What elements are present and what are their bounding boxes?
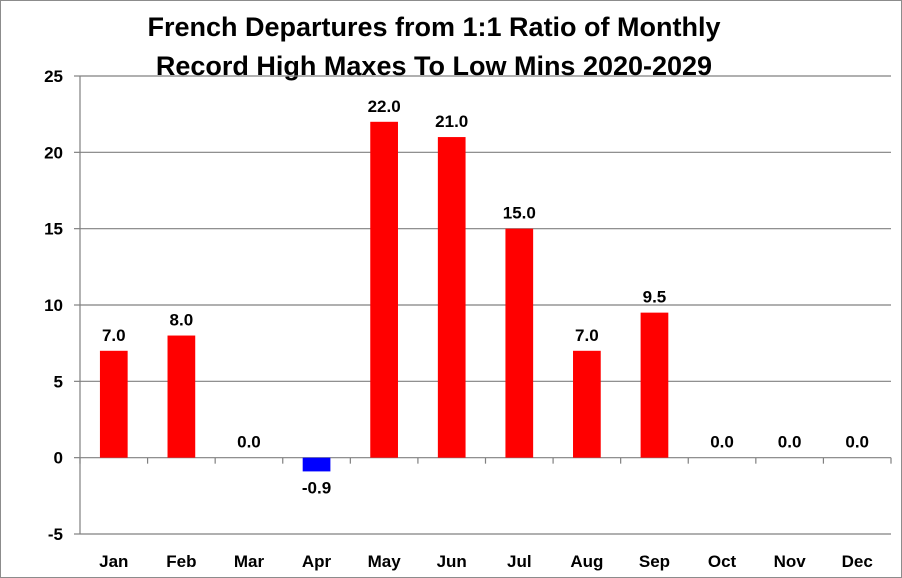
data-label-jan: 7.0 <box>102 326 126 345</box>
category-label-jan: Jan <box>99 552 128 571</box>
data-label-feb: 8.0 <box>170 311 194 330</box>
y-tick-label-3: 10 <box>44 296 63 315</box>
data-label-oct: 0.0 <box>710 433 734 452</box>
bar-apr <box>302 457 331 472</box>
category-label-sep: Sep <box>639 552 670 571</box>
labels: -5 0 5 10 15 20 25 7.0 Jan 8.0 Feb 0.0 Mar -0.9 Apr 22.… <box>44 67 873 571</box>
category-label-oct: Oct <box>708 552 737 571</box>
data-label-aug: 7.0 <box>575 326 599 345</box>
bars <box>99 121 669 472</box>
y-tick-label-6: 25 <box>44 67 63 86</box>
y-tick-label-0: -5 <box>48 525 63 544</box>
y-tick-label-1: 0 <box>54 449 63 468</box>
category-label-dec: Dec <box>842 552 873 571</box>
bar-may <box>370 121 398 458</box>
bar-jul <box>505 228 534 458</box>
category-label-jul: Jul <box>507 552 532 571</box>
y-tick-label-4: 15 <box>44 220 63 239</box>
y-tick-label-2: 5 <box>54 372 63 391</box>
chart-title-line-1: French Departures from 1:1 Ratio of Mont… <box>147 12 721 42</box>
bar-jun <box>437 137 466 458</box>
data-label-nov: 0.0 <box>778 433 802 452</box>
category-label-jun: Jun <box>437 552 467 571</box>
bar-feb <box>167 335 196 458</box>
bar-sep <box>640 312 669 458</box>
category-label-nov: Nov <box>774 552 807 571</box>
data-label-dec: 0.0 <box>845 433 869 452</box>
category-label-feb: Feb <box>166 552 196 571</box>
bar-jan <box>99 350 128 458</box>
data-label-apr: -0.9 <box>302 478 331 497</box>
category-label-may: May <box>368 552 402 571</box>
bar-aug <box>573 350 601 458</box>
category-label-aug: Aug <box>570 552 603 571</box>
data-label-mar: 0.0 <box>237 433 261 452</box>
y-tick-label-5: 20 <box>44 143 63 162</box>
data-label-sep: 9.5 <box>643 288 667 307</box>
axes <box>74 75 892 535</box>
data-label-jun: 21.0 <box>435 112 468 131</box>
category-label-apr: Apr <box>302 552 332 571</box>
gridlines <box>80 75 891 535</box>
data-label-jul: 15.0 <box>503 204 536 223</box>
category-label-mar: Mar <box>234 552 265 571</box>
data-label-may: 22.0 <box>368 97 401 116</box>
